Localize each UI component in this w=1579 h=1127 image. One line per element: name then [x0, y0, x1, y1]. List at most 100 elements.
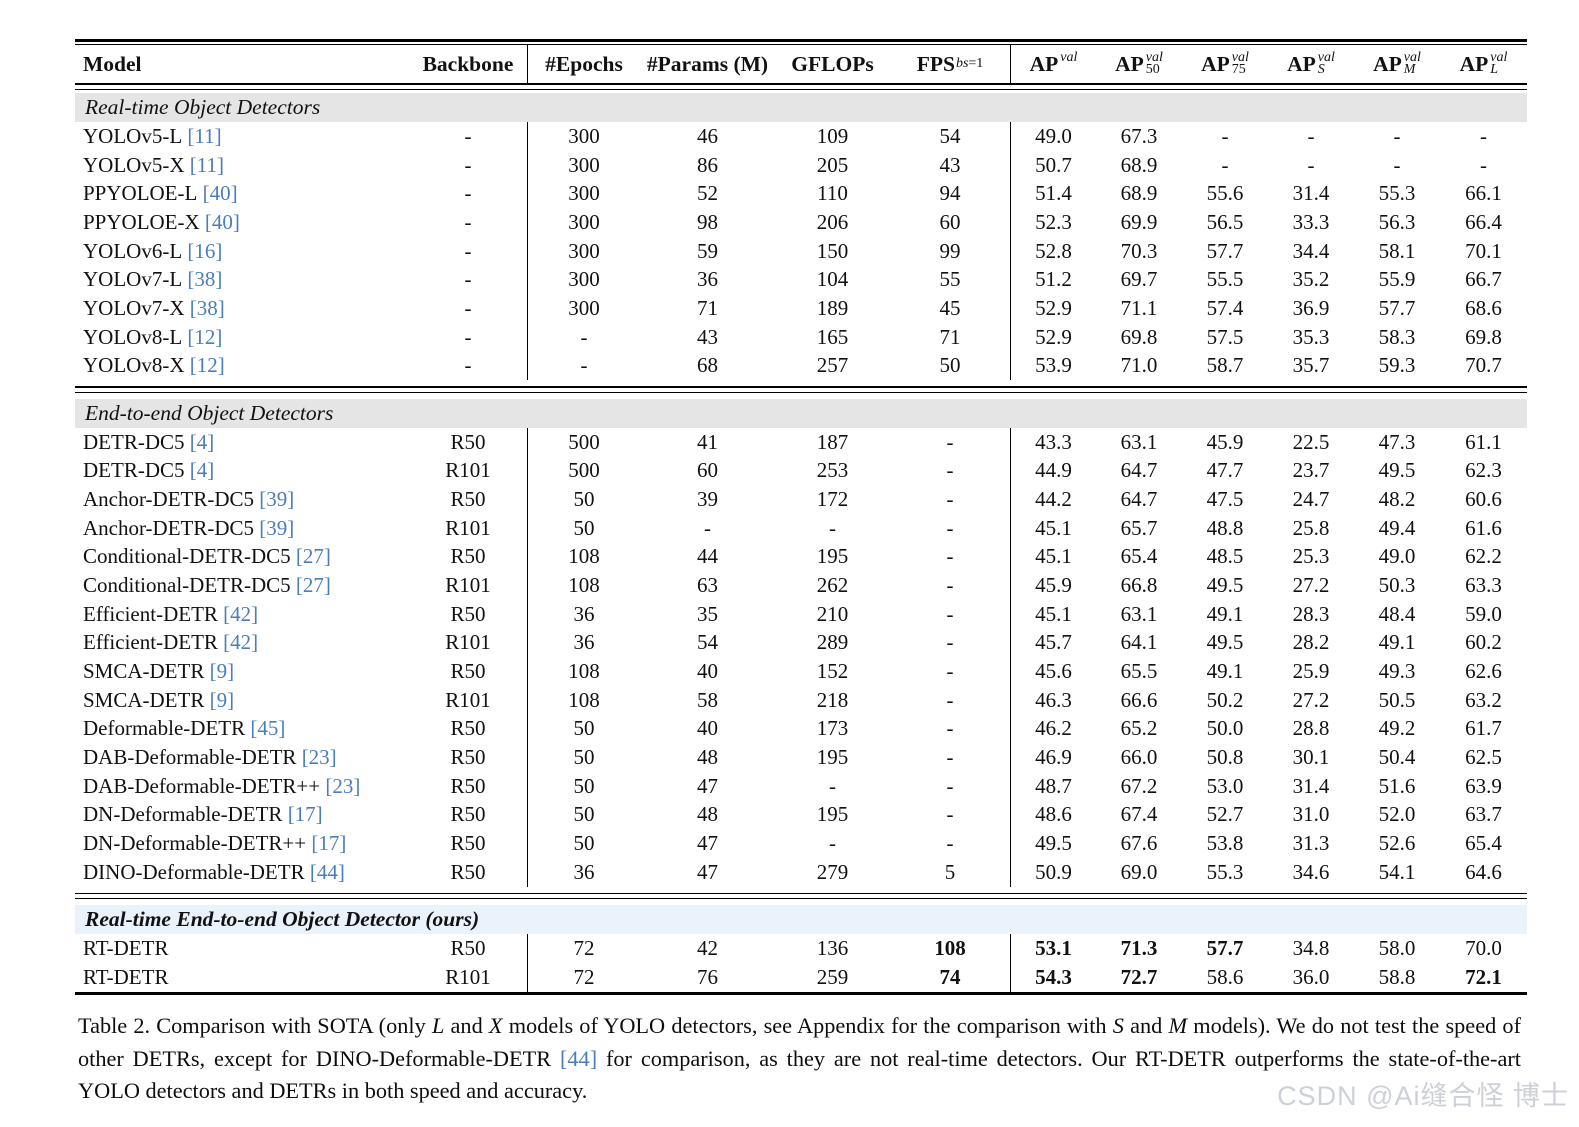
cell-apm: 49.4 [1378, 515, 1416, 540]
citation-ref[interactable]: [27] [295, 572, 331, 597]
citation-ref[interactable]: [27] [295, 544, 331, 569]
cell-ap50: 65.2 [1120, 716, 1158, 741]
table-row: YOLOv6-L [16] - 300 59 150 99 52.8 70.3 57.7 34.4… [75, 236, 1527, 266]
citation-ref[interactable]: [9] [209, 659, 235, 684]
cell-gflops: 253 [816, 458, 849, 483]
table-row: Conditional-DETR-DC5 [27] R50 108 44 195 - 45.… [75, 542, 1527, 572]
cell-backbone: - [464, 238, 472, 263]
cell-ap50: 63.1 [1120, 601, 1158, 626]
table-row: Anchor-DETR-DC5 [39] R101 50 - - - 45.1 65.7 48.… [75, 513, 1527, 543]
citation-ref[interactable]: [9] [209, 687, 235, 712]
cell-ap: 50.7 [1010, 150, 1096, 180]
cell-ap: 46.3 [1010, 685, 1096, 715]
cell-backbone: - [464, 267, 472, 292]
citation-ref[interactable]: [44] [559, 1045, 598, 1071]
cell-apm: - [1393, 152, 1401, 177]
top-rule-thin [75, 44, 1527, 45]
cell-ap75: 45.9 [1206, 429, 1244, 454]
cell-aps: 30.1 [1292, 745, 1330, 770]
cell-gflops: 195 [816, 745, 849, 770]
cell-apl: 62.2 [1465, 544, 1502, 569]
cell-apl: 64.6 [1465, 859, 1502, 884]
section-divider-rule [75, 386, 1527, 388]
table-row: Conditional-DETR-DC5 [27] R101 108 63 262 - 45… [75, 571, 1527, 600]
cell-backbone: R50 [450, 745, 486, 770]
cell-backbone: R50 [450, 601, 486, 626]
citation-ref[interactable]: [45] [250, 716, 286, 741]
citation-ref[interactable]: [42] [223, 630, 259, 655]
citation-ref[interactable]: [39] [259, 486, 295, 511]
cell-epochs: 36 [527, 599, 640, 629]
cell-ap75: 50.0 [1206, 716, 1244, 741]
cell-params: 39 [697, 486, 718, 511]
cell-ap: 49.0 [1010, 122, 1096, 151]
cell-backbone: - [464, 123, 472, 148]
cell-ap75: 58.6 [1206, 965, 1244, 990]
citation-ref[interactable]: [17] [287, 802, 323, 827]
table-row: YOLOv8-L [12] - - 43 165 71 52.9 69.8 57.5 35.3 58… [75, 322, 1527, 352]
cell-model: YOLOv5-L [11] [83, 123, 222, 148]
cell-apm: 54.1 [1378, 859, 1416, 884]
cell-ap75: 52.7 [1206, 802, 1244, 827]
cell-epochs: 50 [527, 800, 640, 830]
cell-apl: 63.7 [1465, 802, 1502, 827]
citation-ref[interactable]: [39] [259, 515, 295, 540]
cell-gflops: 136 [816, 936, 849, 961]
table-row: Deformable-DETR [45] R50 50 40 173 - 46.2 65.2 5… [75, 714, 1527, 744]
cell-apm: 50.4 [1378, 745, 1416, 770]
cell-model: SMCA-DETR [9] [83, 659, 235, 684]
cell-ap50: 67.4 [1120, 802, 1158, 827]
citation-ref[interactable]: [23] [301, 745, 337, 770]
cell-ap50: 69.9 [1120, 209, 1158, 234]
cell-apm: 50.3 [1378, 572, 1416, 597]
cell-epochs: 108 [527, 571, 640, 600]
cell-ap: 48.6 [1010, 800, 1096, 830]
table-row: YOLOv5-X [11] - 300 86 205 43 50.7 68.9 - - - - [75, 150, 1527, 180]
citation-ref[interactable]: [17] [311, 831, 347, 856]
cell-gflops: 262 [816, 572, 849, 597]
cell-backbone: R50 [450, 936, 486, 961]
bottom-rule [75, 992, 1527, 996]
cell-backbone: R50 [450, 486, 486, 511]
cell-fps: 60 [939, 209, 961, 234]
section-divider-rule [75, 898, 1527, 900]
cell-epochs: 50 [527, 714, 640, 744]
cell-model: YOLOv6-L [16] [83, 238, 223, 263]
cell-fps: 74 [939, 965, 961, 990]
cell-epochs: 300 [527, 150, 640, 180]
citation-ref[interactable]: [40] [204, 209, 240, 234]
cell-epochs: 72 [527, 963, 640, 993]
cell-fps: 5 [944, 859, 956, 884]
cell-fps: 55 [939, 267, 961, 292]
citation-ref[interactable]: [42] [223, 601, 259, 626]
cell-params: 44 [697, 544, 718, 569]
citation-ref[interactable]: [4] [189, 458, 215, 483]
citation-ref[interactable]: [40] [202, 181, 238, 206]
citation-ref[interactable]: [12] [187, 324, 223, 349]
citation-ref[interactable]: [16] [187, 238, 223, 263]
table-caption: Table 2. Comparison with SOTA (only L an… [78, 1013, 1522, 1104]
citation-ref[interactable]: [11] [189, 152, 224, 177]
cell-ap50: 67.3 [1120, 123, 1158, 148]
citation-ref[interactable]: [11] [187, 123, 222, 148]
cell-model: Conditional-DETR-DC5 [27] [83, 572, 331, 597]
citation-ref[interactable]: [4] [189, 429, 215, 454]
citation-ref[interactable]: [38] [187, 267, 223, 292]
cell-aps: 35.7 [1292, 353, 1330, 378]
cell-apl: 61.6 [1465, 515, 1502, 540]
cell-aps: 31.4 [1292, 773, 1330, 798]
citation-ref[interactable]: [44] [309, 859, 345, 884]
cell-ap75: - [1221, 152, 1229, 177]
citation-ref[interactable]: [23] [325, 773, 361, 798]
cell-gflops: 150 [816, 238, 849, 263]
cell-params: 47 [697, 831, 718, 856]
cell-model: RT-DETR [83, 965, 169, 990]
cell-params: 47 [697, 859, 718, 884]
cell-epochs: 300 [527, 122, 640, 151]
cell-backbone: R50 [450, 716, 486, 741]
cell-ap75: 49.1 [1206, 601, 1244, 626]
citation-ref[interactable]: [12] [189, 353, 225, 378]
cell-aps: 36.0 [1292, 965, 1330, 990]
cell-ap75: 57.5 [1206, 324, 1244, 349]
citation-ref[interactable]: [38] [189, 295, 225, 320]
